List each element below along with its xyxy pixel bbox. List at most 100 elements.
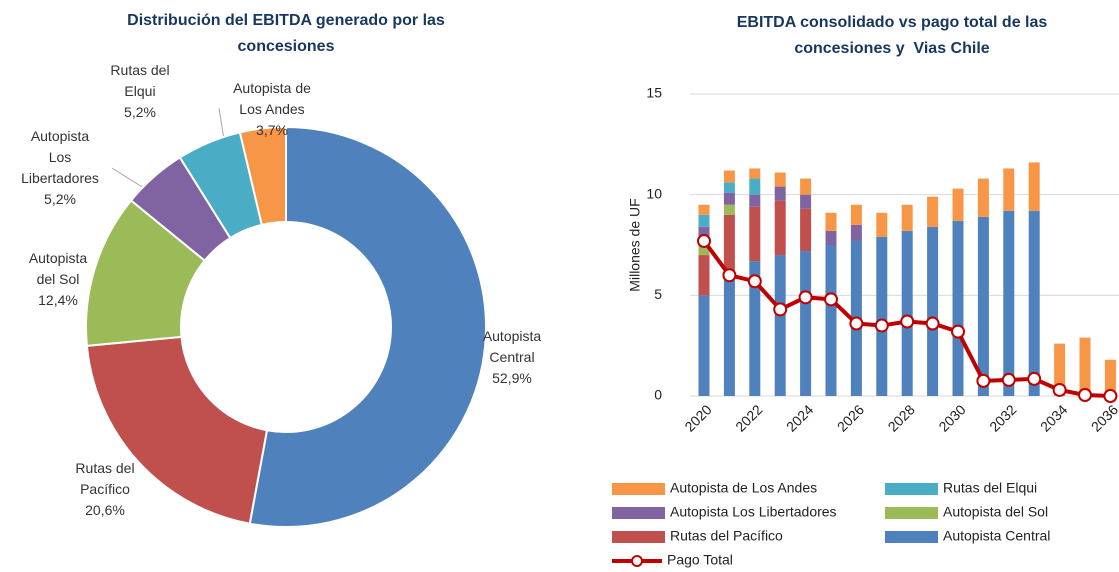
line-marker [798,290,813,305]
bar-segment [698,204,710,215]
pie-slice [248,125,487,528]
slice-name: Autopista del Sol [28,250,88,287]
bar-segment [825,245,837,396]
line-marker [900,314,915,329]
bar-segment [825,212,837,231]
legend-swatch [885,483,938,495]
bar-segment [749,168,761,179]
bar-segment [774,200,786,256]
bar-segment [800,194,812,209]
bar-segment [977,216,989,396]
line-marker [925,316,940,331]
line-marker [1103,389,1118,403]
slice-value: 20,6% [85,502,125,518]
line-marker [722,268,737,283]
bar-segment [749,206,761,262]
x-tick-label: 2028 [885,401,918,434]
legend-swatch [631,555,643,567]
legend-swatch [885,531,938,543]
bar-segment [749,261,761,396]
line-marker [747,274,762,289]
bar-segment [952,220,964,396]
bar-segment [901,230,913,396]
bar-segment [698,214,710,227]
legend-swatch [885,507,938,519]
bar-segment [723,204,735,215]
line-marker [1001,372,1016,387]
legend-label: Pago Total [667,552,733,568]
line-marker [1027,371,1042,386]
line-marker [1052,382,1067,397]
bar-segment [800,251,812,396]
bar-segment [1054,343,1066,396]
bar-title: EBITDA consolidado vs pago total de las … [736,14,1052,57]
slice-name: Rutas del Elqui [110,62,170,99]
slice-name: Autopista Central [482,328,542,365]
bar-segment [723,170,735,183]
bar-segment [1003,168,1015,211]
legend-swatch [612,483,665,495]
y-tick-label: 15 [646,85,662,101]
bar-segment [901,204,913,231]
x-tick-label: 2036 [1088,401,1119,434]
slice-value: 3,7% [256,122,288,138]
legend-swatch [612,507,665,519]
bar-segment [723,275,735,396]
slice-name: Rutas del Pacífico [75,460,135,497]
bar-segment [1028,210,1040,396]
legend-label: Rutas del Elqui [943,480,1037,496]
bar-segment [749,194,761,207]
slice-value: 12,4% [38,292,78,308]
legend-label: Autopista Central [943,528,1050,544]
bar-segment [749,178,761,195]
legend-label: Autopista de Los Andes [670,480,817,496]
bar-segment [1079,337,1091,396]
bar-segment [723,182,735,193]
bar-segment [774,255,786,396]
y-tick-label: 0 [654,387,662,403]
line-marker [976,373,991,388]
bar-segment [698,295,710,396]
x-tick-label: 2024 [783,401,816,434]
slice-value: 5,2% [44,191,76,207]
line-marker [849,316,864,331]
bar-segment [927,196,939,227]
line-marker [824,292,838,307]
slice-name: Autopista Los Libertadores [21,128,99,186]
bar-segment [774,172,786,187]
pie-title: Distribución del EBITDA generado por las… [127,12,450,55]
legend-label: Autopista del Sol [943,504,1048,520]
bar-segment [927,226,939,396]
bar-segment [800,208,812,252]
pie-slice [85,335,269,525]
x-tick-label: 2034 [1037,401,1070,434]
line-marker [951,324,965,339]
bar-segment [1028,162,1040,211]
line-marker [773,302,788,317]
bar-segment [774,186,786,201]
bar-segment [1104,359,1116,396]
x-tick-label: 2032 [986,401,1019,434]
bar-segment [876,236,888,396]
line-marker [874,318,889,333]
y-tick-label: 10 [646,185,662,201]
legend-label: Rutas del Pacífico [670,528,783,544]
pie-slice [238,125,287,227]
bar-segment [952,188,964,221]
x-tick-label: 2026 [834,401,867,434]
bar-segment [698,240,710,256]
bar-segment [698,255,710,296]
bar-segment [825,230,837,245]
bar-segment [850,204,862,225]
bar-segment [876,212,888,237]
y-tick-label: 5 [654,286,662,302]
bar-segment [850,224,862,241]
legend-swatch [612,531,665,543]
bar-segment [800,178,812,195]
line-marker [697,233,711,248]
y-axis-label: Millones de UF [627,198,643,291]
bar-segment [723,214,735,276]
line-marker [1078,387,1092,402]
